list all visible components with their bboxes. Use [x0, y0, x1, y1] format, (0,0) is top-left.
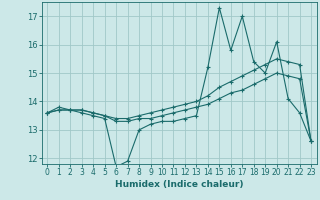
X-axis label: Humidex (Indice chaleur): Humidex (Indice chaleur) — [115, 180, 244, 189]
